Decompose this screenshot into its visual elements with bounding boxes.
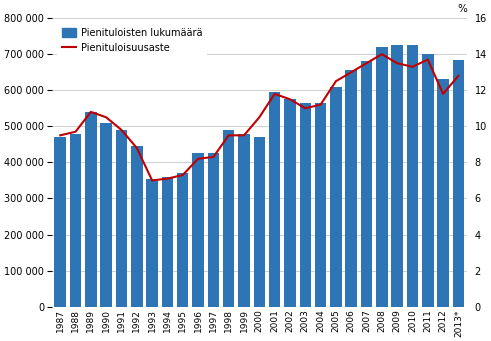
Pienituloisuusaste bbox=[164, 177, 170, 181]
Pienituloisuusaste bbox=[211, 155, 217, 159]
Pienituloisuusaste bbox=[118, 128, 124, 132]
Pienituloisuusaste bbox=[409, 65, 415, 69]
Bar bbox=[453, 60, 464, 307]
Bar bbox=[376, 47, 387, 307]
Line: Pienituloisuusaste: Pienituloisuusaste bbox=[60, 54, 459, 180]
Bar bbox=[177, 173, 189, 307]
Bar bbox=[391, 45, 403, 307]
Bar bbox=[70, 134, 82, 307]
Text: %: % bbox=[457, 4, 467, 14]
Pienituloisuusaste bbox=[440, 92, 446, 96]
Pienituloisuusaste bbox=[425, 58, 431, 62]
Pienituloisuusaste bbox=[241, 133, 247, 137]
Pienituloisuusaste bbox=[73, 130, 79, 134]
Pienituloisuusaste bbox=[57, 133, 63, 137]
Pienituloisuusaste bbox=[195, 157, 201, 161]
Pienituloisuusaste bbox=[180, 173, 186, 177]
Bar bbox=[284, 99, 296, 307]
Bar bbox=[116, 130, 127, 307]
Bar bbox=[361, 61, 372, 307]
Bar bbox=[300, 103, 311, 307]
Bar bbox=[223, 130, 234, 307]
Pienituloisuusaste bbox=[394, 61, 400, 65]
Pienituloisuusaste bbox=[287, 97, 293, 101]
Bar bbox=[422, 54, 434, 307]
Bar bbox=[208, 153, 219, 307]
Pienituloisuusaste bbox=[272, 92, 277, 96]
Pienituloisuusaste bbox=[302, 106, 308, 110]
Bar bbox=[330, 87, 342, 307]
Pienituloisuusaste bbox=[379, 52, 385, 56]
Bar bbox=[101, 123, 112, 307]
Bar bbox=[131, 146, 142, 307]
Pienituloisuusaste bbox=[134, 146, 140, 150]
Bar bbox=[346, 70, 357, 307]
Pienituloisuusaste bbox=[88, 110, 94, 114]
Bar bbox=[437, 79, 449, 307]
Bar bbox=[192, 153, 204, 307]
Bar bbox=[407, 45, 418, 307]
Bar bbox=[269, 92, 280, 307]
Bar bbox=[85, 112, 97, 307]
Bar bbox=[162, 177, 173, 307]
Bar bbox=[146, 179, 158, 307]
Pienituloisuusaste bbox=[256, 115, 262, 119]
Pienituloisuusaste bbox=[363, 61, 369, 65]
Pienituloisuusaste bbox=[456, 74, 462, 78]
Pienituloisuusaste bbox=[103, 115, 109, 119]
Pienituloisuusaste bbox=[348, 70, 354, 74]
Pienituloisuusaste bbox=[226, 133, 232, 137]
Bar bbox=[238, 134, 250, 307]
Legend: Pienituloisten lukumäärä, Pienituloisuusaste: Pienituloisten lukumäärä, Pienituloisuus… bbox=[56, 23, 207, 58]
Bar bbox=[55, 137, 66, 307]
Pienituloisuusaste bbox=[149, 178, 155, 182]
Pienituloisuusaste bbox=[318, 103, 324, 107]
Bar bbox=[253, 137, 265, 307]
Bar bbox=[315, 103, 327, 307]
Pienituloisuusaste bbox=[333, 79, 339, 83]
